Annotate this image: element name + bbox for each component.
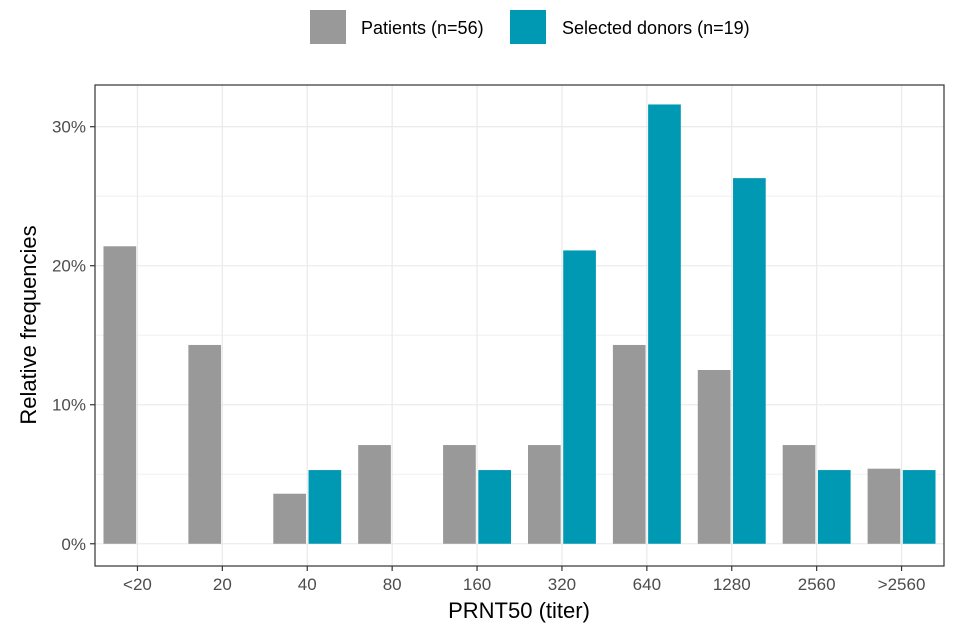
- legend-label-selected-donors: Selected donors (n=19): [562, 18, 750, 38]
- bar-selected-donors-6: [648, 104, 681, 544]
- bar-patients-4: [443, 445, 476, 544]
- x-tick-label: 2560: [798, 575, 836, 594]
- x-tick-label: 640: [633, 575, 661, 594]
- gridlines: [95, 85, 944, 566]
- y-tick-label: 0%: [61, 535, 86, 554]
- x-tick-label: 40: [298, 575, 317, 594]
- legend-swatch-selected-donors: [510, 10, 546, 44]
- plot-border: [94, 84, 945, 567]
- bar-selected-donors-2: [308, 470, 342, 544]
- legend-label-patients: Patients (n=56): [361, 18, 484, 38]
- bar-selected-donors-9: [902, 470, 936, 544]
- x-tick-label: 80: [383, 575, 402, 594]
- x-axis: <20 20 40 80 160 320 640 1280 2560 >2560: [123, 566, 925, 594]
- x-tick-label: 160: [463, 575, 491, 594]
- bar-patients-7: [697, 369, 731, 544]
- bar-patients-0: [103, 246, 137, 544]
- bar-patients-9: [867, 468, 901, 544]
- legend: Patients (n=56) Selected donors (n=19): [310, 10, 750, 44]
- y-axis: 0% 10% 20% 30%: [52, 118, 95, 554]
- bar-selected-donors-5: [563, 250, 596, 544]
- y-tick-label: 10%: [52, 396, 86, 415]
- bar-patients-6: [612, 344, 646, 544]
- bar-patients-8: [782, 445, 816, 544]
- bar-selected-donors-8: [817, 470, 851, 544]
- bar-patients-5: [527, 445, 561, 544]
- x-tick-label: 1280: [713, 575, 751, 594]
- y-axis-title: Relative frequencies: [16, 225, 41, 424]
- x-tick-label: 320: [548, 575, 576, 594]
- x-axis-title: PRNT50 (titer): [448, 598, 590, 623]
- bars: [103, 104, 936, 544]
- bar-selected-donors-4: [478, 470, 512, 544]
- bar-patients-2: [273, 493, 306, 544]
- x-tick-label: 20: [213, 575, 232, 594]
- y-tick-label: 30%: [52, 118, 86, 137]
- y-tick-label: 20%: [52, 257, 86, 276]
- x-tick-label: >2560: [878, 575, 926, 594]
- x-tick-label: <20: [123, 575, 152, 594]
- bar-selected-donors-7: [733, 178, 766, 544]
- legend-swatch-patients: [310, 10, 346, 44]
- bar-patients-1: [188, 344, 222, 544]
- bar-patients-3: [358, 445, 391, 544]
